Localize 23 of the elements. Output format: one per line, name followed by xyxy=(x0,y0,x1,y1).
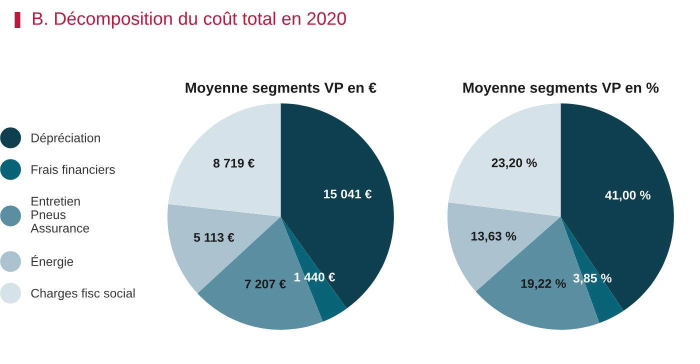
pie-slice xyxy=(280,103,394,309)
pie-slice xyxy=(168,103,281,217)
data-label: 23,20 % xyxy=(492,158,537,170)
chart-title: B. Décomposition du coût total en 2020 xyxy=(32,12,346,29)
data-label: 3,85 % xyxy=(573,274,612,284)
pie-slice xyxy=(167,204,281,294)
chart-subtitle: Moyenne segments VP en % xyxy=(463,82,659,96)
legend-label: Frais financiers xyxy=(32,164,115,174)
legend-label: Dépréciation xyxy=(32,133,100,145)
data-label: 7 207 € xyxy=(244,280,286,288)
pie-slice xyxy=(280,216,347,322)
legend-label: Énergie xyxy=(32,255,74,268)
chart-subtitle: Moyenne segments VP en € xyxy=(186,82,376,96)
data-label: 5 113 € xyxy=(194,232,234,242)
pie-slice xyxy=(448,103,561,217)
data-label: 41,00 % xyxy=(605,190,650,202)
legend-label: Charges fisc social xyxy=(31,288,135,300)
data-label: 1 440 € xyxy=(294,272,336,282)
data-label: 15 041 € xyxy=(324,190,372,198)
data-label: 8 719 € xyxy=(213,158,255,168)
data-label: 19,22 % xyxy=(521,279,566,290)
data-label: 13,63 % xyxy=(471,232,516,242)
legend-label: Entretien Pneus Assurance xyxy=(30,196,90,233)
